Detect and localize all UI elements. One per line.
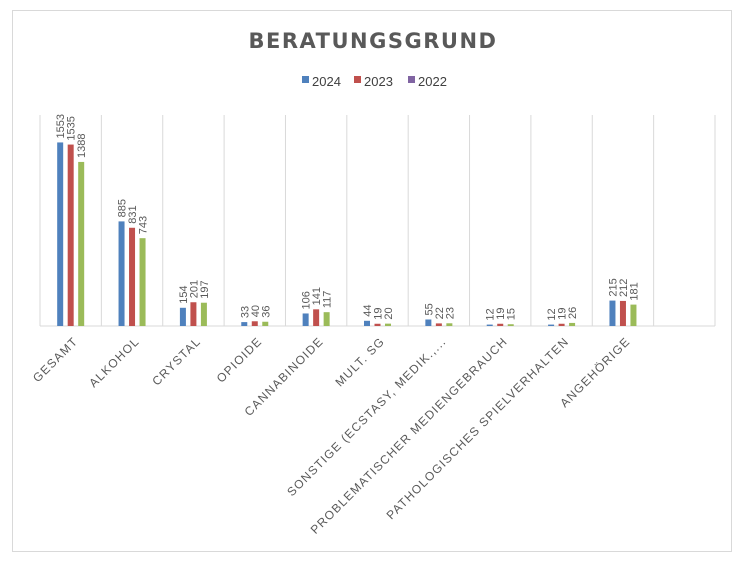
data-label-2024-9: 215 — [607, 278, 619, 296]
data-label-2023-6: 22 — [434, 307, 446, 319]
data-label-2024-1: 885 — [117, 199, 129, 217]
data-label-2024-5: 44 — [362, 305, 374, 317]
bar-2024-4 — [302, 313, 309, 326]
legend-label-2023: 2023 — [364, 74, 393, 89]
data-label-2024-2: 154 — [178, 285, 190, 303]
data-label-2022-3: 36 — [260, 305, 272, 317]
bar-2023-9 — [619, 300, 626, 326]
data-label-2022-2: 197 — [199, 280, 211, 298]
data-label-2024-6: 55 — [423, 303, 435, 315]
legend: 2024 2023 2022 — [302, 74, 447, 89]
bar-2022-8 — [569, 322, 576, 326]
data-labels: 1553153513888858317431542011973340361061… — [55, 114, 640, 321]
category-label-3: OPIOIDE — [214, 334, 265, 385]
data-label-2022-8: 26 — [567, 307, 579, 319]
data-label-2022-6: 23 — [444, 307, 456, 319]
bar-2023-8 — [558, 323, 565, 326]
bar-2023-1 — [129, 227, 136, 326]
data-label-2023-3: 40 — [250, 305, 262, 317]
bar-2024-3 — [241, 322, 248, 326]
bar-2022-6 — [446, 323, 453, 326]
data-label-2023-0: 1535 — [66, 116, 78, 140]
category-label-0: GESAMT — [30, 334, 81, 385]
data-label-2023-9: 212 — [618, 279, 630, 297]
data-label-2023-1: 831 — [127, 205, 139, 223]
bar-2022-9 — [630, 304, 637, 326]
data-label-2022-0: 1388 — [76, 133, 88, 157]
bar-2023-3 — [251, 321, 258, 326]
data-label-2024-3: 33 — [239, 306, 251, 318]
category-label-2: CRYSTAL — [149, 334, 203, 388]
category-label-5: MULT. SG — [332, 334, 387, 389]
legend-swatch-2024 — [302, 76, 309, 83]
bar-2022-4 — [323, 312, 330, 326]
category-label-1: ALKOHOL — [86, 334, 142, 390]
bar-2024-6 — [425, 319, 432, 326]
bar-2024-8 — [548, 324, 555, 326]
data-label-2024-7: 12 — [485, 308, 497, 320]
bar-2022-0 — [78, 161, 85, 326]
bar-2024-9 — [609, 300, 616, 326]
data-label-2023-7: 19 — [495, 308, 507, 320]
data-label-2023-8: 19 — [557, 308, 569, 320]
bar-2024-5 — [364, 320, 370, 326]
bar-2024-0 — [57, 142, 64, 326]
bar-2024-1 — [118, 221, 125, 326]
data-label-2024-4: 106 — [301, 291, 313, 309]
bar-2022-3 — [262, 321, 269, 326]
bar-2024-2 — [179, 307, 186, 326]
grid — [39, 115, 716, 327]
bar-2023-2 — [190, 302, 197, 326]
legend-label-2022: 2022 — [418, 74, 447, 89]
data-label-2022-7: 15 — [506, 308, 518, 320]
data-label-2023-4: 141 — [311, 287, 323, 305]
bar-2023-6 — [435, 323, 442, 326]
data-label-2022-9: 181 — [628, 282, 640, 300]
legend-swatch-2022 — [408, 76, 415, 83]
bar-2022-1 — [139, 238, 146, 326]
bar-2022-7 — [507, 324, 514, 326]
data-label-2024-0: 1553 — [55, 114, 67, 138]
bar-2022-2 — [200, 302, 207, 326]
bar-2023-7 — [497, 323, 504, 326]
chart-title: BERATUNGSGRUND — [249, 29, 498, 53]
data-label-2023-5: 19 — [373, 308, 385, 320]
bar-2023-0 — [67, 144, 74, 326]
legend-swatch-2023 — [354, 76, 361, 83]
legend-label-2024: 2024 — [312, 74, 341, 89]
data-label-2022-5: 20 — [383, 307, 395, 319]
data-label-2023-2: 201 — [188, 280, 200, 298]
data-label-2022-4: 117 — [322, 291, 334, 309]
bar-2023-5 — [374, 323, 381, 326]
data-label-2024-8: 12 — [546, 308, 558, 320]
bar-2023-4 — [313, 309, 320, 326]
bars — [57, 142, 637, 326]
bar-2024-7 — [486, 324, 493, 326]
bar-2022-5 — [385, 323, 391, 326]
data-label-2022-1: 743 — [138, 216, 150, 234]
